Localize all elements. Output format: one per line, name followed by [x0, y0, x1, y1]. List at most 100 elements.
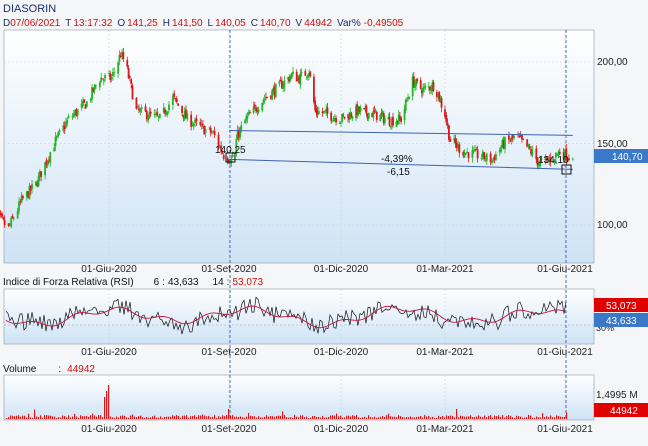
candle	[518, 133, 521, 139]
candle	[400, 115, 402, 125]
candle	[446, 118, 449, 129]
candle	[263, 94, 266, 105]
candle	[244, 118, 246, 124]
candle	[100, 72, 103, 83]
candle	[374, 108, 377, 113]
candle	[255, 105, 257, 114]
candle	[423, 83, 426, 93]
trend-handle-end[interactable]	[561, 164, 572, 175]
candle	[57, 131, 60, 139]
candle	[358, 106, 361, 114]
trend-line[interactable]	[228, 129, 573, 136]
candle	[351, 115, 354, 122]
start-value-label: 140,25	[215, 145, 246, 156]
candle	[331, 120, 334, 123]
volume-bars	[6, 385, 568, 419]
candle	[340, 120, 342, 127]
candle	[194, 117, 196, 128]
rsi-badge-bottom	[594, 313, 648, 327]
candle	[306, 73, 309, 81]
candle	[28, 182, 31, 200]
candle	[54, 132, 57, 151]
candle	[314, 96, 317, 113]
candle	[190, 111, 193, 131]
candle	[2, 216, 5, 221]
candle	[208, 126, 211, 131]
candle	[357, 105, 360, 117]
candle	[349, 107, 352, 120]
candle	[49, 151, 52, 167]
candle	[509, 138, 512, 143]
volume-badge-value: 44942	[610, 406, 638, 417]
candle	[256, 107, 259, 116]
quote-line: D07/06/2021 T 13:17:32 O 141,25 H 141,50 L 140,0…	[3, 18, 404, 29]
candle	[316, 106, 319, 119]
candle	[27, 190, 30, 199]
candle	[148, 107, 151, 119]
candle	[341, 113, 344, 124]
candle	[53, 143, 56, 152]
candle	[382, 110, 385, 126]
candle	[379, 114, 382, 122]
date-tick: 01-Mar-2021	[416, 347, 474, 358]
candle	[226, 156, 229, 165]
trend-handle-start[interactable]	[225, 152, 236, 163]
candle	[8, 222, 11, 227]
candle	[122, 47, 125, 62]
candle	[476, 145, 479, 163]
rsi-badge-top	[594, 298, 648, 312]
candle	[168, 101, 170, 113]
candle	[66, 117, 69, 127]
candle	[117, 60, 120, 79]
candle	[547, 155, 549, 164]
candle	[356, 101, 359, 119]
candle	[564, 148, 566, 162]
candle	[18, 197, 20, 215]
candle	[119, 52, 122, 58]
candle	[172, 92, 174, 110]
candle	[510, 134, 513, 145]
candle	[92, 87, 95, 93]
candle	[175, 95, 178, 104]
candle	[297, 75, 299, 82]
candle	[93, 83, 96, 95]
candle	[118, 50, 121, 66]
candle	[262, 97, 265, 105]
candle	[556, 153, 559, 157]
candle	[209, 125, 212, 137]
volume-badge	[594, 403, 648, 417]
candle	[342, 112, 345, 118]
candle	[553, 158, 556, 165]
candle	[330, 110, 333, 124]
candle	[492, 157, 495, 163]
candle	[131, 83, 134, 100]
candle	[46, 159, 49, 169]
rsi-header: Indice di Forza Relativa (RSI) 6:43,633 14…	[3, 277, 263, 288]
candle	[373, 105, 376, 115]
date-tick: 01-Set-2020	[201, 424, 256, 435]
candle	[449, 136, 452, 142]
rsi-badge-bottom-value: 43,633	[606, 316, 637, 327]
candle	[136, 105, 139, 109]
candle	[113, 67, 116, 78]
candle	[309, 70, 312, 78]
candle	[75, 108, 78, 117]
candle	[408, 96, 411, 100]
trend-line[interactable]	[228, 158, 573, 170]
candle	[195, 114, 198, 126]
candle	[304, 68, 307, 76]
price-tick-100: 100,00	[597, 220, 628, 231]
candle	[110, 74, 113, 83]
candle	[350, 111, 353, 119]
candle	[156, 108, 159, 117]
candle	[464, 152, 467, 155]
candle	[83, 99, 86, 104]
candle	[174, 97, 177, 102]
candle	[65, 117, 67, 129]
candle	[531, 145, 534, 158]
candle	[494, 151, 497, 161]
candle	[48, 156, 50, 164]
candle	[372, 106, 375, 122]
candle	[324, 110, 326, 114]
